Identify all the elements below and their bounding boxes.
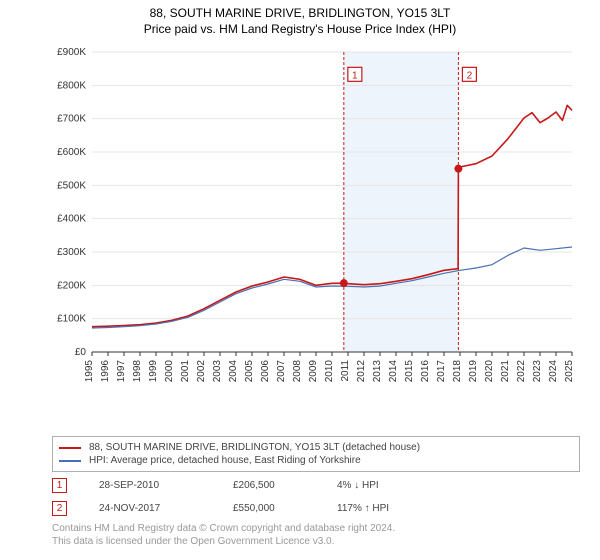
event-date: 28-SEP-2010 bbox=[99, 480, 209, 491]
event-date: 24-NOV-2017 bbox=[99, 503, 209, 514]
x-tick-label: 2000 bbox=[164, 360, 175, 383]
x-tick-label: 2016 bbox=[420, 360, 431, 383]
x-tick-label: 2012 bbox=[356, 360, 367, 383]
x-tick-label: 2002 bbox=[196, 360, 207, 383]
event-marker-num: 1 bbox=[352, 70, 358, 81]
chart-container: 88, SOUTH MARINE DRIVE, BRIDLINGTON, YO1… bbox=[0, 0, 600, 560]
y-tick-label: £200K bbox=[57, 280, 86, 291]
x-tick-label: 2003 bbox=[212, 360, 223, 383]
x-tick-label: 1998 bbox=[132, 360, 143, 383]
legend-swatch bbox=[59, 460, 81, 462]
sale-point bbox=[340, 279, 348, 287]
x-tick-label: 2013 bbox=[372, 360, 383, 383]
x-tick-label: 2005 bbox=[244, 360, 255, 383]
shaded-band bbox=[344, 52, 459, 352]
x-tick-label: 2024 bbox=[548, 360, 559, 383]
x-tick-label: 2017 bbox=[436, 360, 447, 383]
x-tick-label: 2010 bbox=[324, 360, 335, 383]
title-block: 88, SOUTH MARINE DRIVE, BRIDLINGTON, YO1… bbox=[0, 0, 600, 36]
x-tick-label: 2020 bbox=[484, 360, 495, 383]
footer-line-2: This data is licensed under the Open Gov… bbox=[52, 535, 580, 548]
y-tick-label: £500K bbox=[57, 180, 86, 191]
y-tick-label: £900K bbox=[57, 47, 86, 58]
x-tick-label: 2023 bbox=[532, 360, 543, 383]
series-hpi bbox=[92, 247, 572, 328]
event-price: £206,500 bbox=[233, 480, 313, 491]
y-tick-label: £800K bbox=[57, 80, 86, 91]
title-address: 88, SOUTH MARINE DRIVE, BRIDLINGTON, YO1… bbox=[0, 6, 600, 20]
x-tick-label: 2018 bbox=[452, 360, 463, 383]
x-tick-label: 2008 bbox=[292, 360, 303, 383]
legend-label: 88, SOUTH MARINE DRIVE, BRIDLINGTON, YO1… bbox=[89, 441, 420, 454]
x-tick-label: 1996 bbox=[100, 360, 111, 383]
event-marker-num: 2 bbox=[467, 70, 473, 81]
x-tick-label: 1997 bbox=[116, 360, 127, 383]
legend-swatch bbox=[59, 447, 81, 449]
event-marker: 1 bbox=[52, 478, 67, 493]
y-tick-label: £400K bbox=[57, 214, 86, 225]
x-tick-label: 2014 bbox=[388, 360, 399, 383]
y-tick-label: £600K bbox=[57, 147, 86, 158]
event-row: 1 28-SEP-2010 £206,500 4% ↓ HPI bbox=[52, 478, 580, 493]
events-block: 1 28-SEP-2010 £206,500 4% ↓ HPI 2 24-NOV-2017… bbox=[52, 478, 580, 524]
chart-svg: £0 £100K £200K £300K £400K £500K £600K £700K £80… bbox=[52, 46, 582, 396]
footer-line-1: Contains HM Land Registry data © Crown c… bbox=[52, 522, 580, 535]
event-pct: 117% ↑ HPI bbox=[337, 503, 427, 514]
event-row: 2 24-NOV-2017 £550,000 117% ↑ HPI bbox=[52, 501, 580, 516]
event-price: £550,000 bbox=[233, 503, 313, 514]
plot-area: £0 £100K £200K £300K £400K £500K £600K £700K £80… bbox=[52, 46, 582, 396]
event-marker: 2 bbox=[52, 501, 67, 516]
y-tick-label: £100K bbox=[57, 314, 86, 325]
x-tick-label: 2022 bbox=[516, 360, 527, 383]
x-tick-label: 2006 bbox=[260, 360, 271, 383]
x-tick-label: 2004 bbox=[228, 360, 239, 383]
legend-row: HPI: Average price, detached house, East… bbox=[59, 454, 573, 467]
x-tick-label: 2019 bbox=[468, 360, 479, 383]
event-pct: 4% ↓ HPI bbox=[337, 480, 427, 491]
legend-box: 88, SOUTH MARINE DRIVE, BRIDLINGTON, YO1… bbox=[52, 436, 580, 472]
sale-point bbox=[454, 165, 462, 173]
x-tick-label: 1995 bbox=[84, 360, 95, 383]
x-tick-label: 2011 bbox=[340, 360, 351, 382]
series-subject bbox=[92, 105, 572, 326]
y-tick-label: £0 bbox=[75, 347, 87, 358]
x-tick-label: 2025 bbox=[564, 360, 575, 383]
x-tick-label: 2001 bbox=[180, 360, 191, 383]
x-tick-label: 2009 bbox=[308, 360, 319, 383]
legend-label: HPI: Average price, detached house, East… bbox=[89, 454, 361, 467]
legend-row: 88, SOUTH MARINE DRIVE, BRIDLINGTON, YO1… bbox=[59, 441, 573, 454]
x-tick-label: 2015 bbox=[404, 360, 415, 383]
y-tick-label: £300K bbox=[57, 247, 86, 258]
x-tick-label: 2007 bbox=[276, 360, 287, 383]
y-tick-label: £700K bbox=[57, 114, 86, 125]
footer-text: Contains HM Land Registry data © Crown c… bbox=[52, 522, 580, 548]
title-subtitle: Price paid vs. HM Land Registry's House … bbox=[0, 22, 600, 36]
x-tick-label: 1999 bbox=[148, 360, 159, 383]
x-tick-label: 2021 bbox=[500, 360, 511, 383]
